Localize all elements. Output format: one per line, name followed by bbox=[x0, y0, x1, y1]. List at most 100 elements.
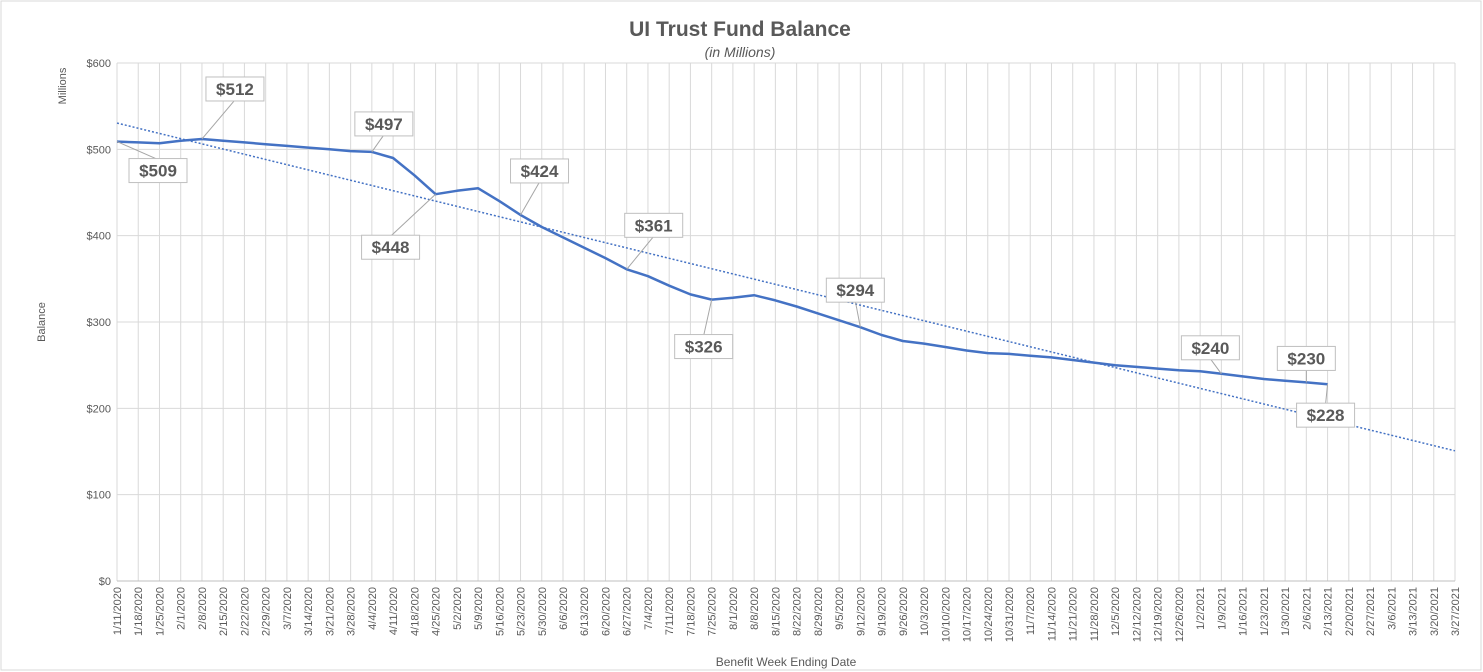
data-line bbox=[116, 137, 1328, 386]
data-label: $240 bbox=[1191, 339, 1229, 358]
x-tick-label: 11/14/2020 bbox=[1046, 587, 1058, 641]
y-axis-label: Balance bbox=[36, 302, 48, 342]
x-tick-label: 10/3/2020 bbox=[919, 587, 931, 636]
y-tick-label: $400 bbox=[87, 231, 111, 243]
x-tick-label: 10/17/2020 bbox=[962, 587, 974, 642]
x-tick-label: 3/7/2020 bbox=[282, 587, 294, 630]
x-tick-label: 5/9/2020 bbox=[473, 587, 485, 630]
x-tick-label: 2/27/2021 bbox=[1365, 587, 1377, 636]
data-label: $512 bbox=[216, 80, 254, 99]
data-label: $361 bbox=[635, 216, 673, 235]
label-box bbox=[128, 158, 188, 184]
x-tick-label: 3/14/2020 bbox=[303, 587, 315, 636]
x-tick-label: 10/24/2020 bbox=[983, 587, 995, 642]
label-box bbox=[1276, 345, 1336, 371]
x-tick-label: 5/2/2020 bbox=[452, 587, 464, 630]
x-tick-label: 10/10/2020 bbox=[940, 587, 952, 642]
data-label: $230 bbox=[1287, 349, 1325, 368]
x-tick-label: 4/11/2020 bbox=[388, 587, 400, 635]
x-axis-label: Benefit Week Ending Date bbox=[716, 655, 857, 669]
label-leader bbox=[626, 236, 655, 270]
trendline bbox=[116, 122, 1456, 452]
x-tick-label: 2/29/2020 bbox=[261, 587, 273, 636]
x-tick-label: 9/5/2020 bbox=[834, 587, 846, 630]
chart-title: UI Trust Fund Balance bbox=[629, 18, 851, 41]
label-leader bbox=[116, 141, 159, 161]
y-tick-label: $300 bbox=[87, 317, 111, 329]
x-tick-label: 1/18/2020 bbox=[133, 587, 145, 636]
x-tick-label: 5/23/2020 bbox=[516, 587, 528, 636]
y-tick-label: $600 bbox=[87, 58, 111, 70]
x-tick-label: 2/20/2021 bbox=[1344, 587, 1356, 636]
x-tick-label: 8/1/2020 bbox=[728, 587, 740, 630]
x-tick-label: 2/6/2021 bbox=[1301, 587, 1313, 630]
x-tick-label: 1/23/2021 bbox=[1259, 587, 1271, 636]
x-tick-label: 1/25/2020 bbox=[154, 587, 166, 636]
x-tick-label: 12/12/2020 bbox=[1131, 587, 1143, 642]
x-tick-label: 7/18/2020 bbox=[685, 587, 697, 636]
x-tick-label: 12/5/2020 bbox=[1110, 587, 1122, 636]
x-tick-label: 3/28/2020 bbox=[346, 587, 358, 636]
x-tick-label: 3/20/2021 bbox=[1429, 587, 1441, 636]
x-tick-label: 1/30/2021 bbox=[1280, 587, 1292, 636]
label-leader bbox=[854, 301, 861, 328]
label-leader bbox=[520, 181, 540, 216]
x-tick-label: 2/22/2020 bbox=[239, 587, 251, 636]
chart-subtitle: (in Millions) bbox=[705, 44, 776, 60]
y-tick-label: $100 bbox=[87, 490, 111, 502]
y-tick-label: $0 bbox=[99, 576, 111, 588]
unit-label: Millions bbox=[57, 67, 69, 104]
y-tick-label: $200 bbox=[87, 403, 111, 415]
x-tick-label: 7/4/2020 bbox=[643, 587, 655, 630]
label-box bbox=[361, 234, 421, 260]
x-tick-label: 7/11/2020 bbox=[664, 587, 676, 635]
x-tick-label: 9/19/2020 bbox=[877, 587, 889, 636]
data-label: $326 bbox=[685, 338, 723, 357]
y-tick-label: $500 bbox=[87, 144, 111, 156]
x-tick-label: 6/20/2020 bbox=[600, 587, 612, 636]
x-tick-label: 11/7/2020 bbox=[1025, 587, 1037, 635]
x-tick-label: 1/2/2021 bbox=[1195, 587, 1207, 630]
x-tick-label: 3/27/2021 bbox=[1450, 587, 1462, 636]
x-tick-label: 6/27/2020 bbox=[622, 587, 634, 636]
x-tick-label: 2/8/2020 bbox=[197, 587, 209, 630]
x-tick-label: 9/12/2020 bbox=[855, 587, 867, 636]
x-tick-label: 11/28/2020 bbox=[1089, 587, 1101, 641]
data-label: $497 bbox=[365, 115, 403, 134]
x-tick-label: 1/16/2021 bbox=[1238, 587, 1250, 636]
x-tick-label: 8/8/2020 bbox=[749, 587, 761, 630]
x-tick-label: 8/15/2020 bbox=[770, 587, 782, 636]
data-label: $448 bbox=[372, 238, 410, 257]
label-leader bbox=[1209, 358, 1222, 375]
label-leader bbox=[703, 299, 713, 336]
x-tick-label: 12/26/2020 bbox=[1174, 587, 1186, 642]
x-tick-label: 1/9/2021 bbox=[1216, 587, 1228, 630]
x-tick-label: 7/25/2020 bbox=[707, 587, 719, 636]
label-box bbox=[624, 212, 684, 238]
data-label: $509 bbox=[139, 162, 177, 181]
x-tick-label: 10/31/2020 bbox=[1004, 587, 1016, 642]
x-tick-label: 8/29/2020 bbox=[813, 587, 825, 636]
label-box bbox=[825, 277, 885, 303]
data-label: $424 bbox=[521, 162, 559, 181]
x-tick-label: 6/6/2020 bbox=[558, 587, 570, 630]
data-label: $294 bbox=[836, 281, 874, 300]
x-tick-label: 3/6/2021 bbox=[1386, 587, 1398, 630]
x-tick-label: 4/4/2020 bbox=[367, 587, 379, 630]
x-tick-label: 8/22/2020 bbox=[792, 587, 804, 636]
x-tick-label: 11/21/2020 bbox=[1068, 587, 1080, 641]
x-tick-label: 3/13/2021 bbox=[1408, 587, 1420, 636]
x-tick-label: 4/25/2020 bbox=[431, 587, 443, 636]
x-tick-label: 4/18/2020 bbox=[409, 587, 421, 636]
x-tick-label: 9/26/2020 bbox=[898, 587, 910, 636]
x-tick-label: 12/19/2020 bbox=[1153, 587, 1165, 642]
x-tick-label: 1/11/2020 bbox=[112, 587, 124, 635]
label-leader bbox=[1325, 384, 1329, 405]
label-box bbox=[1296, 402, 1356, 428]
x-tick-label: 2/13/2021 bbox=[1323, 587, 1335, 636]
x-tick-label: 5/16/2020 bbox=[494, 587, 506, 636]
label-box bbox=[510, 158, 570, 184]
label-leader bbox=[201, 99, 236, 140]
data-label: $228 bbox=[1307, 406, 1345, 425]
